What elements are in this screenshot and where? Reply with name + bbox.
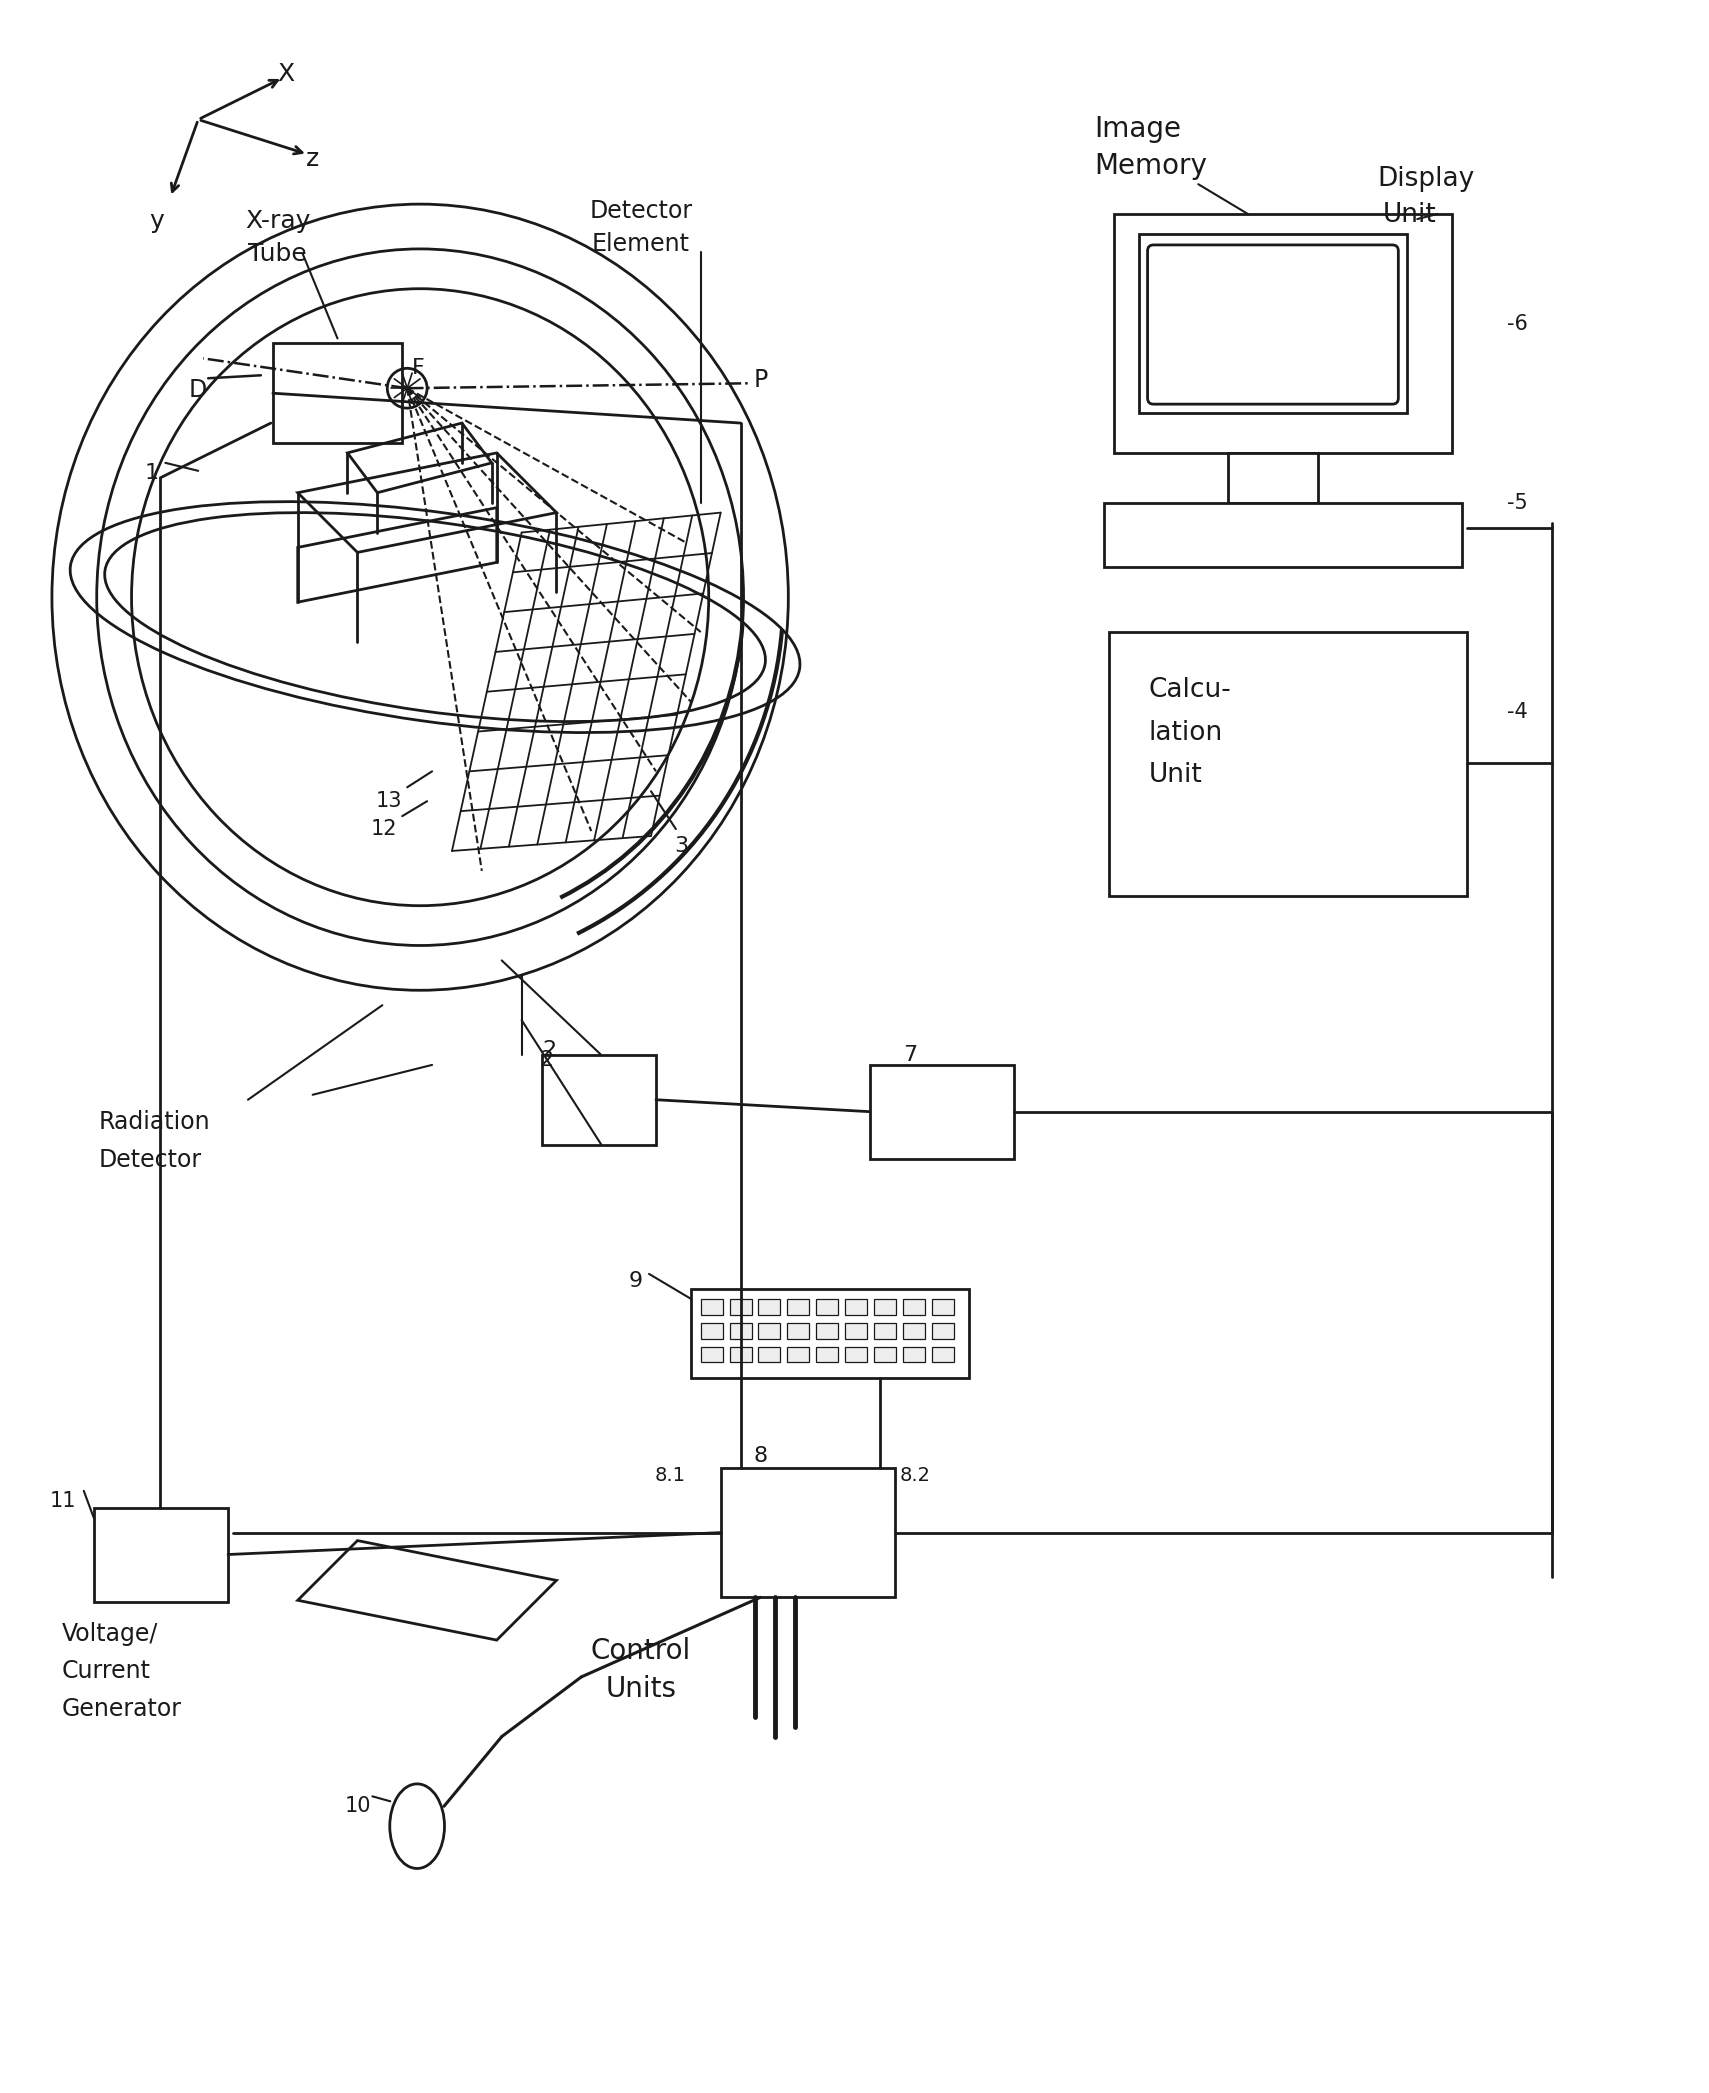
Text: -4: -4 xyxy=(1507,701,1528,722)
Text: 12: 12 xyxy=(371,818,396,839)
Bar xyxy=(759,1323,781,1340)
Bar xyxy=(1114,213,1453,452)
Bar xyxy=(759,1300,781,1314)
Text: Control: Control xyxy=(591,1637,690,1666)
Bar xyxy=(902,1323,925,1340)
Text: Tube: Tube xyxy=(248,243,308,266)
Text: 8.2: 8.2 xyxy=(899,1465,931,1484)
Text: P: P xyxy=(754,368,767,391)
Text: 2: 2 xyxy=(542,1040,557,1059)
Text: Element: Element xyxy=(591,232,690,255)
Text: Unit: Unit xyxy=(1383,203,1436,228)
Text: 1: 1 xyxy=(144,463,159,483)
Text: lation: lation xyxy=(1148,720,1224,745)
Text: 13: 13 xyxy=(376,791,402,812)
Text: Calcu-: Calcu- xyxy=(1148,676,1230,703)
Bar xyxy=(902,1346,925,1363)
Bar xyxy=(870,1065,1013,1160)
Bar xyxy=(902,1300,925,1314)
Bar xyxy=(817,1300,837,1314)
Text: y: y xyxy=(149,209,164,232)
Bar xyxy=(931,1323,954,1340)
Bar xyxy=(759,1346,781,1363)
Text: 3: 3 xyxy=(673,835,689,856)
Bar xyxy=(1138,234,1407,412)
Bar xyxy=(817,1346,837,1363)
Ellipse shape xyxy=(390,1783,444,1869)
Bar xyxy=(931,1300,954,1314)
Text: -5: -5 xyxy=(1507,492,1528,513)
Text: z: z xyxy=(306,147,320,172)
Text: 8: 8 xyxy=(754,1446,767,1465)
Text: Current: Current xyxy=(62,1660,150,1683)
Text: 2: 2 xyxy=(540,1051,554,1070)
Bar xyxy=(730,1346,752,1363)
Bar xyxy=(730,1300,752,1314)
Bar xyxy=(817,1323,837,1340)
Text: Display: Display xyxy=(1377,165,1475,193)
Bar xyxy=(788,1346,810,1363)
Text: 10: 10 xyxy=(345,1796,371,1817)
Bar xyxy=(542,1055,656,1145)
Text: Generator: Generator xyxy=(62,1697,181,1720)
Bar xyxy=(788,1300,810,1314)
FancyBboxPatch shape xyxy=(1147,245,1398,404)
Text: Detector: Detector xyxy=(590,199,692,224)
Text: Detector: Detector xyxy=(99,1147,202,1172)
Bar xyxy=(701,1300,723,1314)
Text: D: D xyxy=(190,379,207,402)
Bar xyxy=(873,1300,896,1314)
Text: Units: Units xyxy=(605,1674,677,1704)
Text: Radiation: Radiation xyxy=(99,1109,210,1134)
Bar xyxy=(931,1346,954,1363)
Text: 11: 11 xyxy=(50,1490,75,1511)
Bar xyxy=(788,1323,810,1340)
Bar xyxy=(844,1323,866,1340)
Text: X: X xyxy=(277,63,294,86)
Text: 8.1: 8.1 xyxy=(655,1465,685,1484)
Bar xyxy=(273,343,402,444)
Text: Voltage/: Voltage/ xyxy=(62,1622,159,1647)
Bar xyxy=(701,1346,723,1363)
Bar xyxy=(721,1467,896,1597)
Bar xyxy=(94,1507,227,1603)
Bar xyxy=(844,1346,866,1363)
Bar xyxy=(701,1323,723,1340)
Text: 9: 9 xyxy=(629,1270,643,1291)
Text: F: F xyxy=(412,358,426,379)
Bar xyxy=(690,1289,969,1379)
Text: X-ray: X-ray xyxy=(244,209,311,232)
Text: -6: -6 xyxy=(1507,314,1528,333)
Bar xyxy=(730,1323,752,1340)
Bar xyxy=(1229,452,1318,502)
Text: Image: Image xyxy=(1094,115,1181,142)
Bar xyxy=(844,1300,866,1314)
Bar xyxy=(873,1323,896,1340)
Text: Unit: Unit xyxy=(1148,762,1203,789)
Bar xyxy=(1109,632,1466,896)
Text: Memory: Memory xyxy=(1094,153,1207,180)
Bar xyxy=(873,1346,896,1363)
Bar xyxy=(1104,502,1461,567)
Text: 7: 7 xyxy=(902,1044,916,1065)
